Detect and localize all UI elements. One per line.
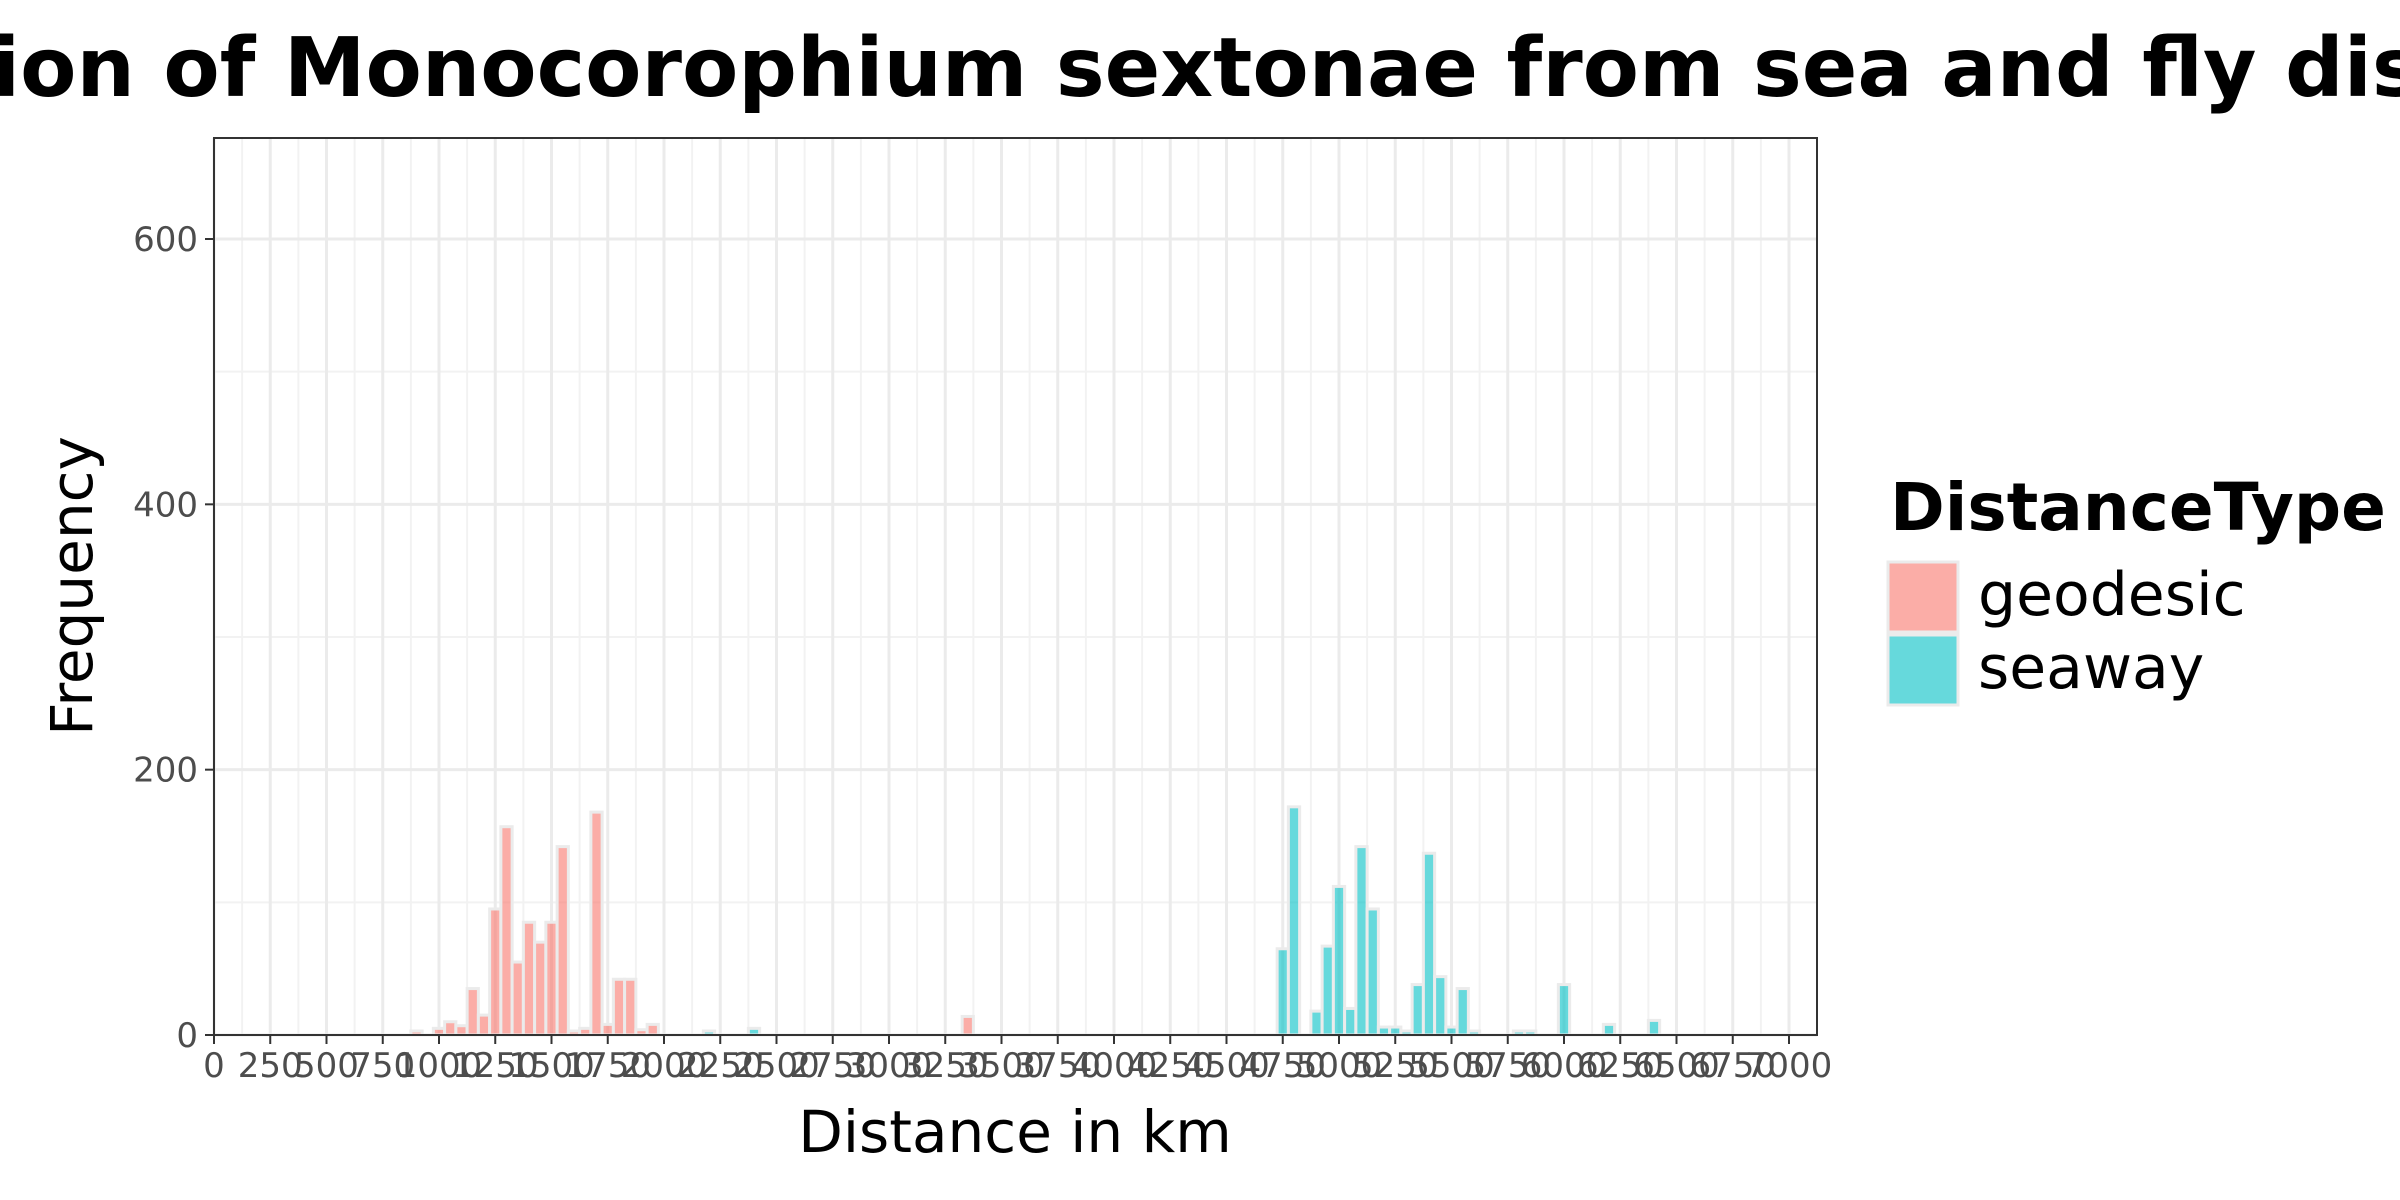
x-tick-label: 0 — [203, 1046, 225, 1086]
x-axis-title: Distance in km — [798, 1098, 1231, 1166]
bar-geodesic — [600, 1022, 615, 1037]
x-tick-label: 4000 — [1071, 1046, 1158, 1086]
chart-title: ion of Monocorophium sextonae from sea a… — [0, 21, 2400, 116]
x-tick-label: 2250 — [677, 1046, 764, 1086]
x-tick-label: 4500 — [1183, 1046, 1270, 1086]
legend-key-seaway — [1886, 633, 1960, 707]
bar-geodesic — [499, 825, 514, 1037]
y-tick-label: 200 — [133, 751, 198, 791]
legend-label-seaway: seaway — [1978, 633, 2204, 703]
x-tick-label: 6500 — [1633, 1046, 1720, 1086]
x-tick-label: 5500 — [1408, 1046, 1495, 1086]
bar-geodesic — [443, 1020, 458, 1037]
x-tick-label: 3000 — [846, 1046, 933, 1086]
x-tick-label: 1000 — [396, 1046, 483, 1086]
x-tick-label: 6750 — [1689, 1046, 1776, 1086]
bar-seaway — [1309, 1009, 1324, 1037]
x-tick-label: 5000 — [1296, 1046, 1383, 1086]
x-tick-label: 2000 — [621, 1046, 708, 1086]
bar-seaway — [1444, 1025, 1459, 1037]
bar-seaway — [1286, 805, 1302, 1037]
x-tick-label: 3500 — [958, 1046, 1045, 1086]
bars — [409, 805, 1662, 1037]
y-tick-label: 600 — [133, 220, 198, 260]
bar-seaway — [1433, 975, 1448, 1037]
bar-seaway — [1388, 1025, 1403, 1037]
x-tick-label: 5250 — [1352, 1046, 1439, 1086]
x-tick-label: 4750 — [1239, 1046, 1326, 1086]
bar-seaway — [1320, 944, 1335, 1037]
legend-key-geodesic — [1886, 560, 1960, 634]
bar-seaway — [1421, 851, 1437, 1037]
y-axis-title: Frequency — [38, 436, 106, 736]
bar-geodesic — [960, 1014, 975, 1037]
bar-seaway — [1646, 1018, 1662, 1037]
x-tick-label: 5750 — [1464, 1046, 1551, 1086]
plot-background — [214, 138, 1817, 1035]
bar-geodesic — [488, 907, 503, 1037]
bar-geodesic — [544, 920, 559, 1037]
y-tick-label: 0 — [176, 1016, 198, 1056]
bar-seaway — [1376, 1025, 1392, 1037]
plot-border — [213, 137, 1818, 1036]
bar-geodesic — [533, 940, 548, 1037]
bar-geodesic — [555, 845, 570, 1037]
axes: 0 250500750100012501500175020002250250027… — [133, 220, 1832, 1086]
bar-geodesic — [589, 810, 604, 1037]
x-tick-label: 3250 — [902, 1046, 989, 1086]
bar-seaway — [1601, 1022, 1617, 1037]
bar-geodesic — [510, 960, 525, 1037]
bar-seaway — [1343, 1006, 1358, 1037]
bar-geodesic — [521, 920, 537, 1037]
bar-geodesic — [623, 977, 638, 1037]
bar-seaway — [1331, 884, 1347, 1037]
x-tick-label: 3750 — [1014, 1046, 1101, 1086]
bar-seaway — [1455, 987, 1470, 1037]
x-tick-label: 7000 — [1746, 1046, 1833, 1086]
legend-title: DistanceType — [1890, 469, 2386, 546]
x-tick-label: 250 — [238, 1046, 303, 1086]
bar-seaway — [1410, 983, 1425, 1037]
x-tick-label: 4250 — [1127, 1046, 1214, 1086]
x-tick-label: 2500 — [733, 1046, 820, 1086]
bar-geodesic — [645, 1022, 660, 1037]
bar-geodesic — [611, 977, 627, 1037]
bar-geodesic — [465, 987, 480, 1037]
legend-label-geodesic: geodesic — [1978, 560, 2246, 630]
bar-geodesic — [476, 1013, 492, 1037]
x-tick-label: 6000 — [1521, 1046, 1608, 1086]
bar-seaway — [1275, 947, 1290, 1037]
bar-geodesic — [454, 1024, 469, 1037]
bar-seaway — [1365, 907, 1380, 1037]
x-tick-label: 2750 — [789, 1046, 876, 1086]
x-tick-label: 1750 — [564, 1046, 651, 1086]
x-tick-label: 500 — [294, 1046, 359, 1086]
x-tick-label: 1250 — [452, 1046, 539, 1086]
bar-seaway — [1556, 983, 1572, 1037]
x-tick-label: 1500 — [508, 1046, 595, 1086]
x-tick-label: 750 — [350, 1046, 415, 1086]
x-tick-label: 6250 — [1577, 1046, 1664, 1086]
y-tick-label: 400 — [133, 485, 198, 525]
bar-seaway — [1354, 845, 1369, 1037]
